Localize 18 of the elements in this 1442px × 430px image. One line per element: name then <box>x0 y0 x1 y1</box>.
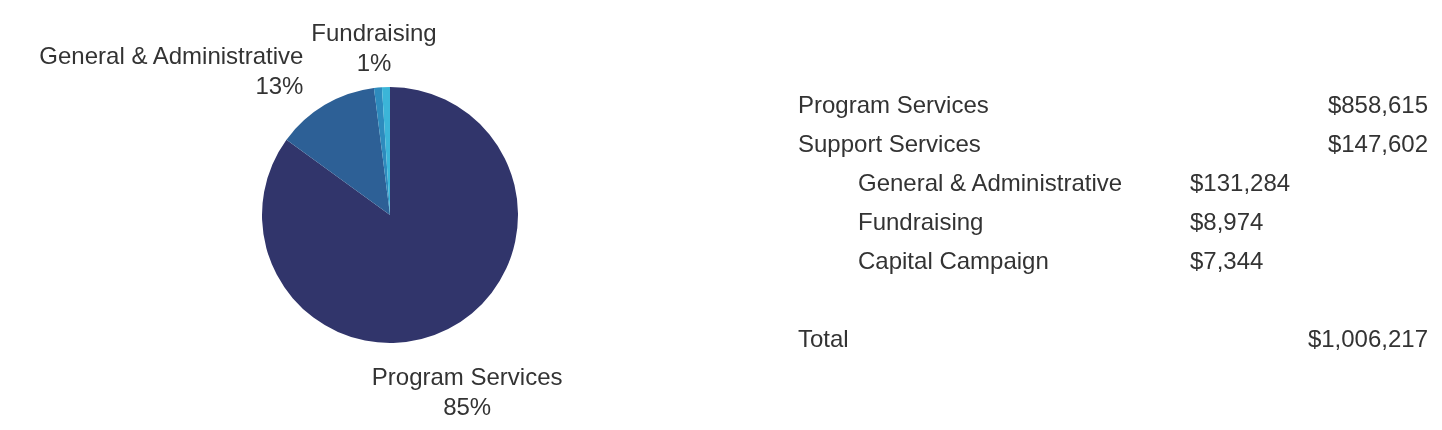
text: General & Administrative <box>858 168 1123 196</box>
data-label: 13% <box>255 71 304 99</box>
text: Total <box>798 325 849 353</box>
text: Program Services <box>798 90 989 118</box>
slice-label: Fundraising <box>311 18 437 46</box>
text: Fundraising <box>858 207 984 235</box>
text: $8,974 <box>1190 207 1264 235</box>
text: $131,284 <box>1190 168 1291 196</box>
text: $858,615 <box>1327 90 1428 118</box>
text: $7,344 <box>1190 246 1264 274</box>
data-label: 85% <box>443 393 492 421</box>
text: $1,006,217 <box>1307 325 1428 353</box>
text: $147,602 <box>1327 129 1428 157</box>
text: Support Services <box>798 129 981 157</box>
data-label: 1% <box>356 48 392 76</box>
slice-label: Program Services <box>371 363 563 391</box>
text: Capital Campaign <box>858 246 1049 274</box>
slice-label: General & Administrative <box>39 41 304 69</box>
